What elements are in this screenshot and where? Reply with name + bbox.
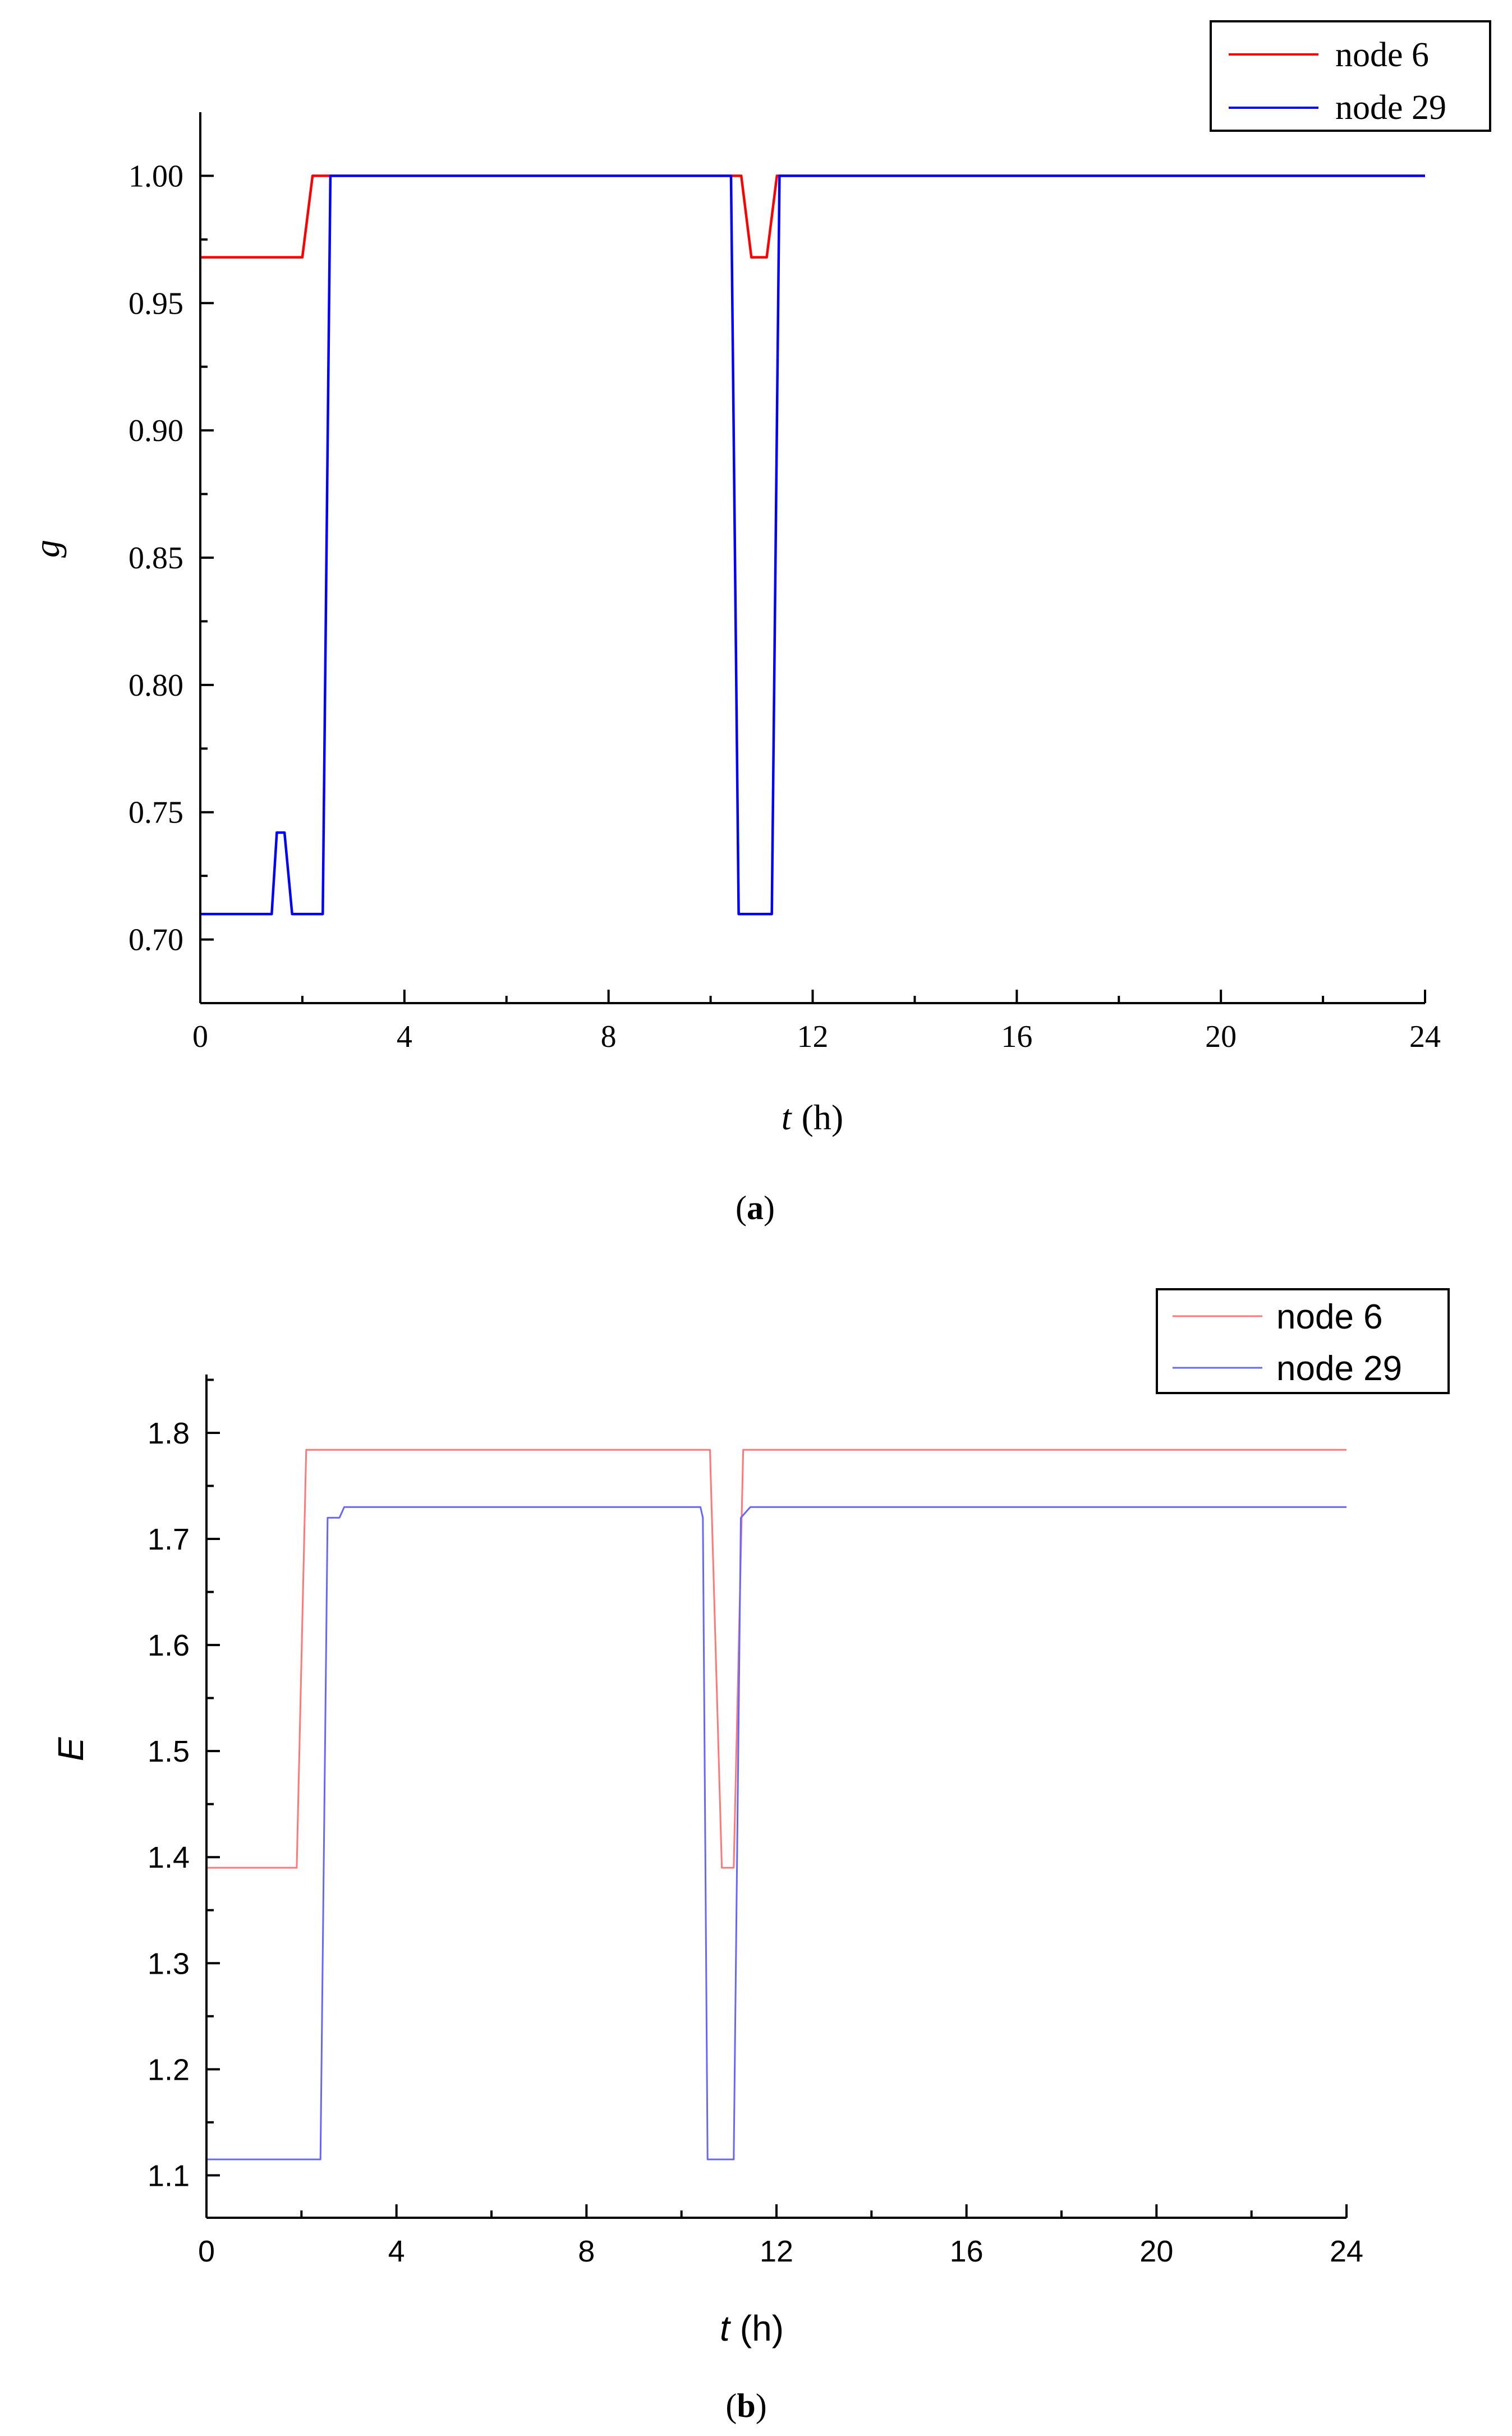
panel-b-y-tick-label: 1.2	[148, 2053, 190, 2086]
panel-a-y-tick-label: 0.80	[128, 668, 183, 703]
panel-a-legend: node 6 node 29	[1210, 20, 1491, 132]
panel-b-y-ticks: 1.1 1.2 1.3 1.4 1.5 1.6 1.7 1.8	[148, 1378, 220, 2193]
panel-b-x-tick-label: 20	[1139, 2235, 1173, 2268]
panel-a-x-tick-label: 24	[1409, 1019, 1441, 1054]
panel-a-x-axis-label: t (h)	[782, 1097, 843, 1137]
panel-a-x-tick-label: 16	[1001, 1019, 1032, 1054]
panel-b-legend-label-node-29: node 29	[1276, 1349, 1402, 1388]
panel-b-x-tick-label: 16	[950, 2235, 984, 2268]
panel-a-y-tick-label: 0.70	[128, 923, 183, 958]
panel-b-series-line-node-29	[206, 1506, 1346, 2161]
panel-a-y-axis-label: g	[27, 540, 67, 558]
panel-a-caption-open: (	[736, 1189, 747, 1226]
panel-b-legend-box	[1156, 1288, 1450, 1394]
panel-a-legend-box	[1210, 20, 1491, 132]
panel-a-x-axis-var: t	[782, 1097, 793, 1137]
panel-b-x-tick-label: 4	[388, 2235, 405, 2268]
panel-a-y-tick-label: 0.90	[128, 413, 183, 448]
panel-b-x-tick-label: 24	[1330, 2235, 1363, 2268]
panel-b-series-layer	[206, 1449, 1346, 2161]
panel-b-caption: (b)	[725, 2387, 766, 2424]
panel-b-y-tick-label: 1.7	[148, 1523, 190, 1556]
panel-a-x-ticks: 0 4 8 12 16 20 24	[192, 990, 1441, 1054]
panel-b: 0 4 8 12 16 20 24 1.1 1.2 1.3 1.4 1.5 1.6 1.7 1.8 E t…	[50, 1288, 1450, 2424]
panel-a-x-tick-label: 4	[397, 1019, 412, 1054]
panel-a-y-tick-label: 0.85	[128, 541, 183, 576]
panel-a-x-tick-label: 12	[797, 1019, 829, 1054]
panel-b-y-axis-label: E	[50, 1736, 91, 1761]
panel-b-x-tick-label: 0	[198, 2235, 215, 2268]
panel-a-legend-label-node-6: node 6	[1335, 36, 1429, 74]
panel-a: 0 4 8 12 16 20 24 0.70 0.75 0.80 0.85 0.90 0.95 1.00…	[27, 20, 1491, 1226]
panel-b-legend: node 6 node 29	[1156, 1288, 1450, 1394]
panel-b-x-ticks: 0 4 8 12 16 20 24	[198, 2204, 1363, 2268]
panel-a-caption-close: )	[764, 1189, 775, 1226]
panel-b-series-line-node-6	[206, 1449, 1346, 1869]
panel-a-x-tick-label: 0	[192, 1019, 208, 1054]
panel-b-x-axis-var: t	[720, 2308, 731, 2348]
panel-a-series-line-node-6	[200, 174, 1425, 259]
panel-b-caption-close: )	[756, 2387, 767, 2424]
panel-a-x-tick-label: 20	[1205, 1019, 1237, 1054]
panel-a-x-tick-label: 8	[601, 1019, 617, 1054]
panel-b-x-tick-label: 8	[578, 2235, 595, 2268]
panel-a-legend-label-node-29: node 29	[1335, 89, 1446, 127]
panel-b-x-axis-label: t (h)	[720, 2308, 784, 2348]
panel-b-x-tick-label: 12	[760, 2235, 793, 2268]
panel-a-y-tick-label: 0.95	[128, 286, 183, 321]
panel-b-caption-letter: b	[737, 2387, 755, 2424]
panel-b-y-tick-label: 1.8	[148, 1417, 190, 1450]
panel-a-caption: (a)	[736, 1189, 775, 1226]
panel-a-y-tick-label: 0.75	[128, 796, 183, 830]
panel-a-series-layer	[200, 174, 1425, 916]
panel-b-y-tick-label: 1.5	[148, 1735, 190, 1768]
panel-a-series-line-node-29	[200, 174, 1425, 916]
panel-a-x-axis-unit: (h)	[802, 1097, 844, 1137]
panel-b-caption-open: (	[725, 2387, 737, 2424]
panel-a-y-tick-label: 1.00	[128, 159, 183, 194]
panel-b-y-tick-label: 1.1	[148, 2159, 190, 2193]
panel-a-y-ticks: 0.70 0.75 0.80 0.85 0.90 0.95 1.00	[128, 159, 214, 958]
panel-b-y-tick-label: 1.4	[148, 1841, 190, 1874]
panel-b-legend-label-node-6: node 6	[1276, 1298, 1383, 1336]
panel-a-caption-letter: a	[747, 1189, 764, 1226]
panel-b-y-tick-label: 1.6	[148, 1629, 190, 1662]
panel-b-x-axis-unit: (h)	[740, 2308, 784, 2348]
panel-b-y-tick-label: 1.3	[148, 1947, 190, 1980]
